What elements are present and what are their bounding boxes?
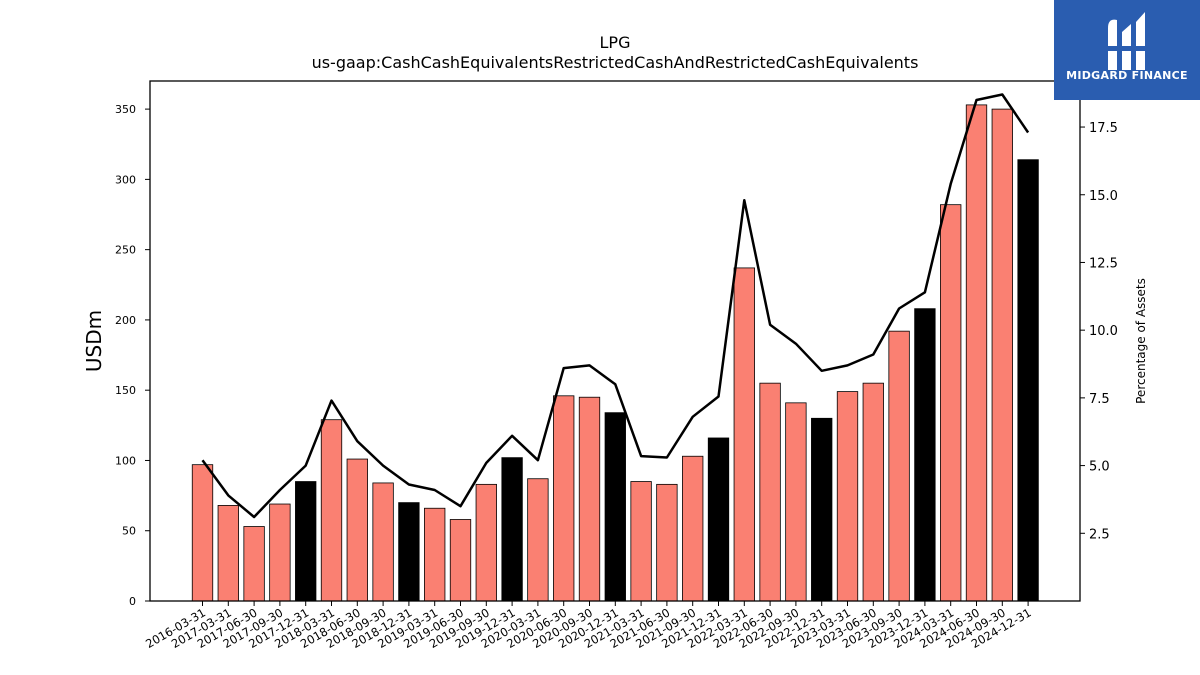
- bar: [501, 457, 523, 602]
- x-axis: 2016-03-312017-03-312017-06-302017-09-30…: [143, 601, 1034, 651]
- bar: [733, 267, 755, 602]
- brand-name: MIDGARD FINANCE: [1066, 69, 1188, 82]
- y-tick-label: 0: [129, 595, 136, 608]
- chart-subtitle: us-gaap:CashCashEquivalentsRestrictedCas…: [312, 53, 919, 72]
- line-group: [201, 93, 1030, 519]
- y-tick-label: 200: [115, 314, 136, 327]
- bar: [527, 478, 549, 602]
- bar: [295, 481, 317, 602]
- bar: [630, 481, 652, 602]
- bar: [682, 455, 704, 602]
- bar: [449, 519, 472, 602]
- bar: [785, 402, 807, 602]
- y-tick-label: 50: [122, 525, 136, 538]
- bar: [346, 458, 368, 602]
- brand-logo: MIDGARD FINANCE: [1054, 0, 1200, 100]
- bar: [965, 104, 988, 602]
- bar: [269, 503, 291, 602]
- y-tick-label: 100: [115, 454, 136, 467]
- bar: [707, 437, 730, 602]
- y-tick-label: 300: [115, 173, 136, 186]
- y2-tick-label: 7.5: [1089, 392, 1110, 407]
- bar: [862, 382, 884, 602]
- y2-tick-label: 2.5: [1089, 527, 1110, 542]
- y-axis-left: 0 50 100 150 200 250 300 350: [115, 103, 150, 608]
- bar: [398, 502, 420, 602]
- chart-title: LPG: [600, 33, 631, 52]
- y-tick-label: 350: [115, 103, 136, 116]
- y2-tick-label: 10.0: [1089, 324, 1118, 339]
- bars-group: [191, 104, 1039, 602]
- bar: [320, 419, 343, 602]
- bar: [759, 382, 781, 602]
- y2-tick-label: 15.0: [1089, 189, 1118, 204]
- bar: [888, 330, 910, 602]
- bar: [475, 483, 497, 602]
- bar: [656, 483, 678, 602]
- y-axis-right: 2.5 5.0 7.5 10.0 12.5 15.0 17.5: [1080, 121, 1118, 542]
- bar: [940, 204, 962, 602]
- bar: [424, 507, 446, 602]
- bar: [1017, 159, 1039, 602]
- bar: [372, 482, 394, 602]
- y2-tick-label: 17.5: [1089, 121, 1118, 136]
- bar: [191, 464, 214, 602]
- y2-tick-label: 12.5: [1089, 256, 1118, 271]
- midgard-logo-icon: [1108, 12, 1145, 70]
- y-tick-label: 250: [115, 244, 136, 257]
- bar: [217, 505, 239, 602]
- bar: [578, 396, 601, 602]
- series-line: [201, 93, 1030, 519]
- y2-tick-label: 5.0: [1089, 460, 1110, 475]
- bar: [811, 417, 833, 602]
- y-axis-label: USDm: [82, 310, 106, 372]
- y2-axis-label: Percentage of Assets: [1134, 278, 1148, 404]
- bar: [553, 395, 575, 602]
- bar: [836, 391, 859, 602]
- bar: [991, 108, 1013, 602]
- bar: [914, 308, 936, 602]
- bar: [604, 412, 626, 602]
- bar: [243, 526, 265, 602]
- y-tick-label: 150: [115, 384, 136, 397]
